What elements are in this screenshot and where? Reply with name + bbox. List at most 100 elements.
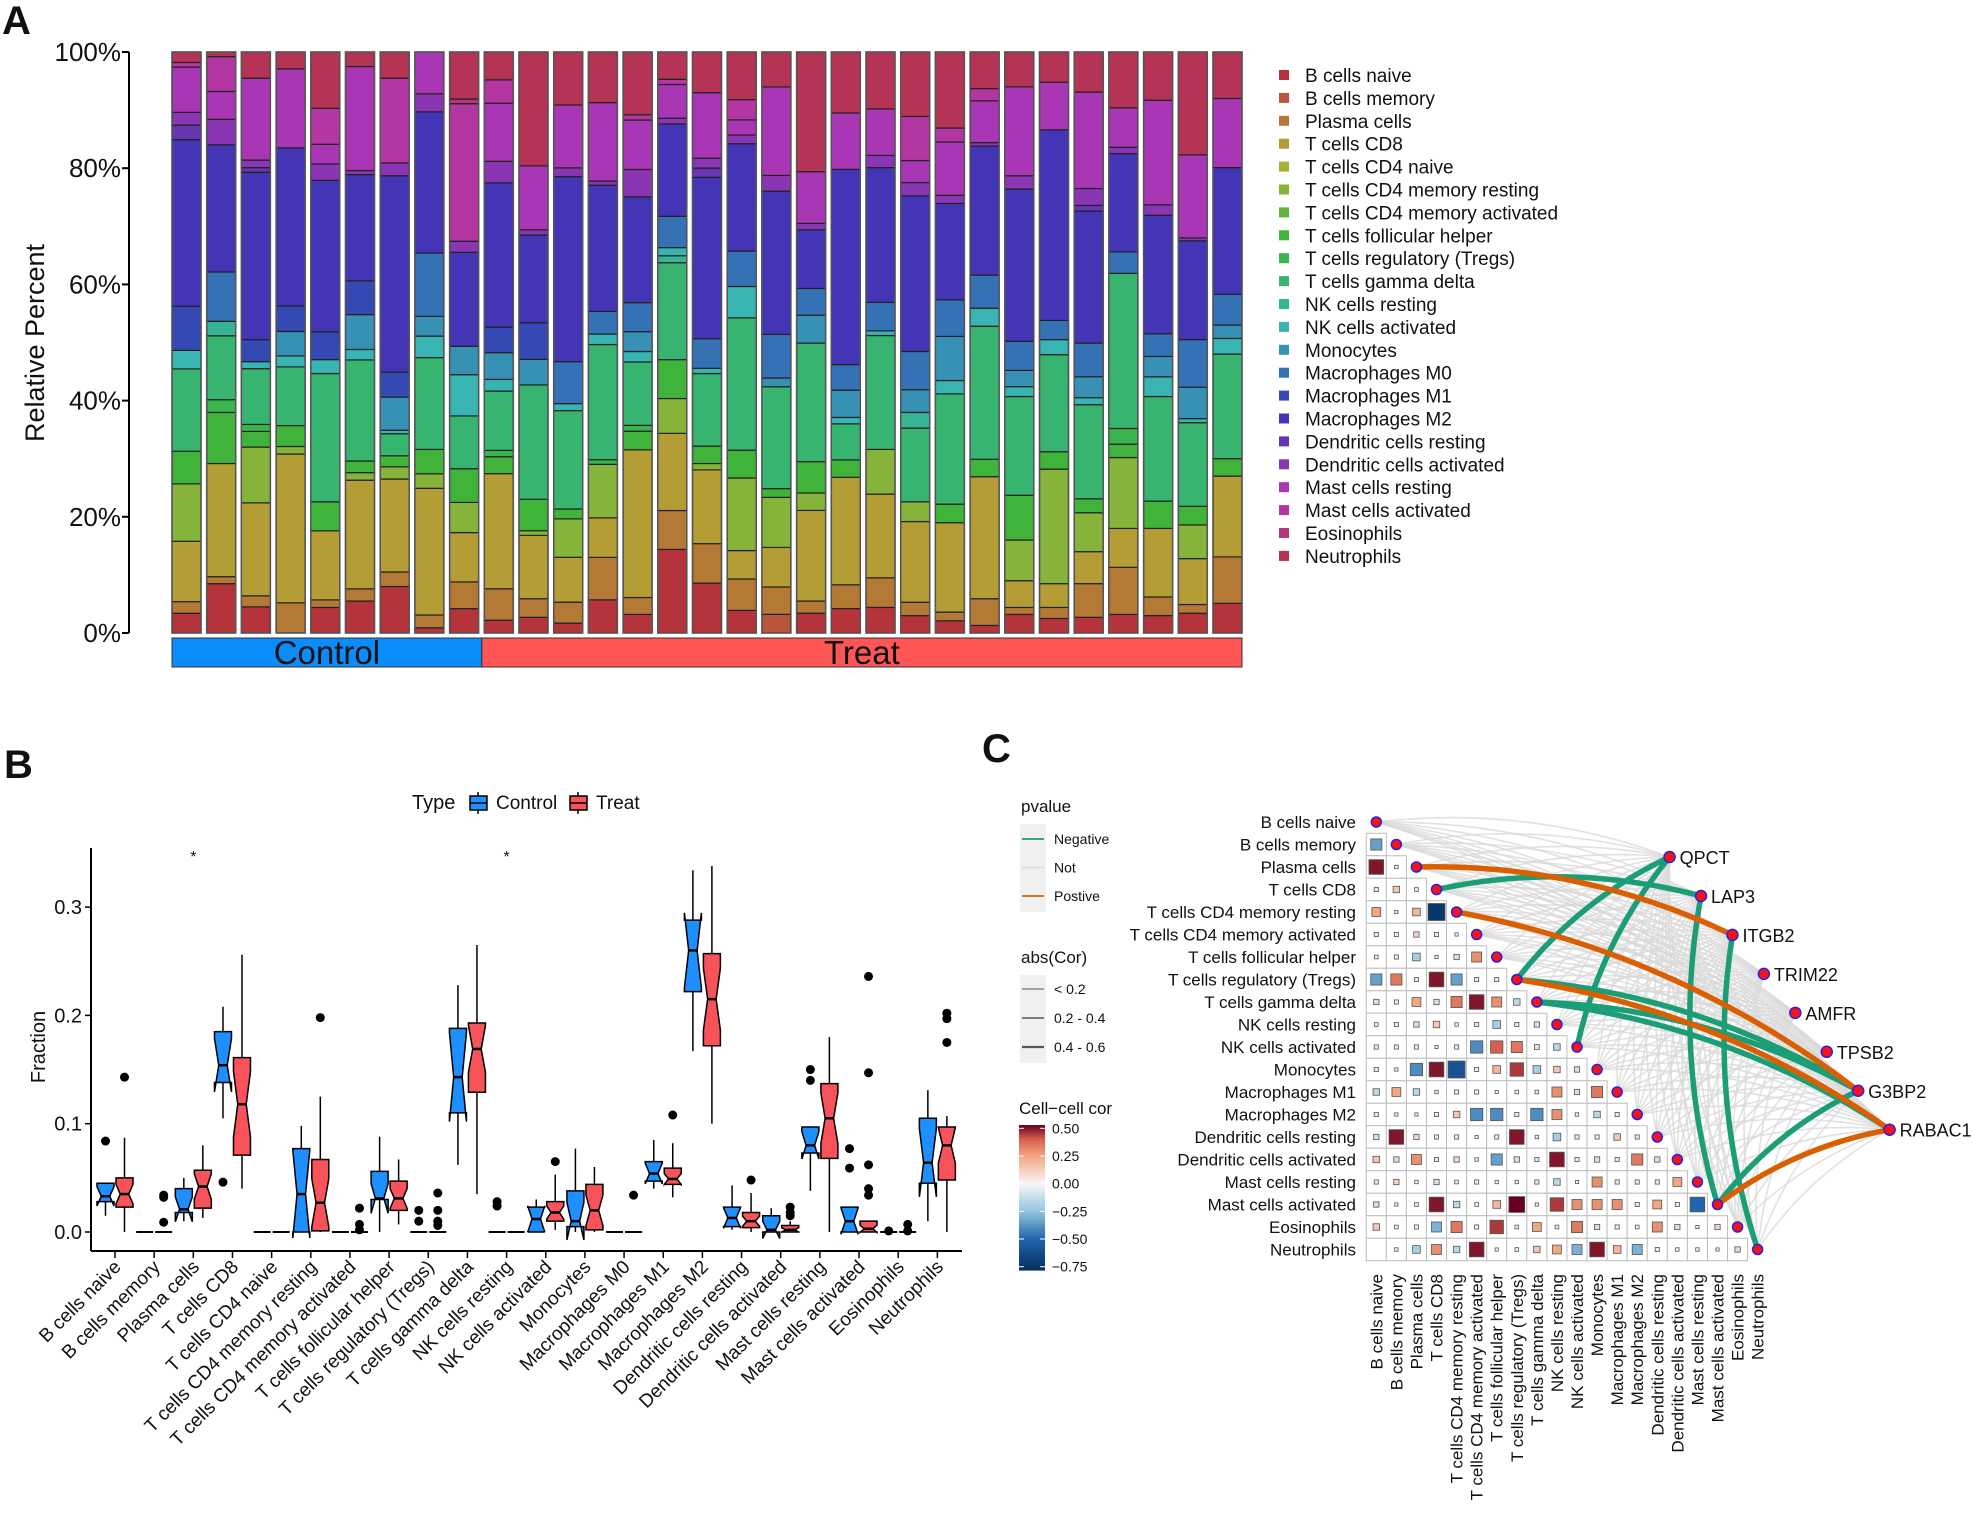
- bar-segment-t-cells-follicular-helper: [275, 424, 306, 448]
- bar-segment-dendritic-cells-activated: [795, 222, 827, 231]
- legend-swatch: [1279, 207, 1289, 218]
- matrix-cor-square: [1534, 1202, 1539, 1207]
- bar-segment-macrophages-m0: [1108, 251, 1139, 274]
- edge-positive: [1514, 976, 1893, 1133]
- bar-sample-11: [518, 51, 549, 634]
- matrix-cor-square: [1393, 1156, 1400, 1163]
- bar-segment-t-cells-gamma-delta: [344, 359, 376, 462]
- row-label: Eosinophils: [1269, 1218, 1356, 1237]
- cell-node: [1430, 883, 1443, 896]
- colorbar-step: [1019, 1137, 1045, 1141]
- bar-segment-t-cells-cd8: [1177, 558, 1208, 606]
- matrix-cor-square: [1491, 996, 1503, 1008]
- bar-sample-25: [1004, 51, 1035, 634]
- matrix-cor-square: [1474, 977, 1480, 982]
- bar-segment-dendritic-cells-activated: [1004, 175, 1035, 190]
- bar-segment-t-cells-follicular-helper: [1073, 498, 1104, 514]
- legend-label: Macrophages M2: [1305, 410, 1452, 431]
- bar-segment-b-cells-naive: [240, 606, 271, 634]
- colorbar-step: [1019, 1175, 1045, 1179]
- bar-segment-plasma-cells: [934, 611, 966, 622]
- colorbar-step: [1019, 1267, 1045, 1271]
- bar-segment-dendritic-cells-activated: [761, 174, 792, 192]
- bar-segment-nk-cells-activated: [1177, 418, 1208, 424]
- bar-segment-neutrophils: [934, 51, 966, 129]
- y-tick-label: 0.1: [54, 1114, 82, 1136]
- cell-node: [1370, 816, 1383, 828]
- bar-segment-t-cells-follicular-helper: [1142, 500, 1174, 530]
- bar-segment-macrophages-m0: [900, 350, 931, 391]
- bar-segment-macrophages-m0: [206, 271, 237, 322]
- colorbar-step: [1019, 1125, 1045, 1129]
- bar-segment-mast-cells-activated: [310, 107, 341, 145]
- bar-segment-plasma-cells: [1142, 596, 1174, 617]
- outlier-point: [668, 1110, 678, 1120]
- matrix-cor-square: [1471, 951, 1483, 963]
- colorbar-step: [1019, 1180, 1045, 1184]
- matrix-cor-square: [1393, 1022, 1399, 1027]
- bar-segment-monocytes: [622, 331, 653, 353]
- matrix-cor-square: [1553, 1065, 1561, 1074]
- bar-segment-macrophages-m2: [240, 171, 271, 341]
- bar-sample-10: [483, 51, 515, 634]
- bar-segment-nk-cells-activated: [1073, 397, 1104, 406]
- edge-not-significant: [1456, 856, 1670, 913]
- bar-outline: [1177, 51, 1209, 634]
- colorbar-step: [1019, 1158, 1045, 1162]
- column-label: T cells CD4 memory resting: [1448, 1274, 1467, 1483]
- bar-segment-t-cells-gamma-delta: [622, 361, 653, 426]
- bar-segment-macrophages-m2: [483, 182, 514, 328]
- box-notched: [115, 1177, 134, 1208]
- bar-outline: [171, 51, 202, 634]
- matrix-cor-square: [1447, 1060, 1466, 1079]
- edge-not-significant: [1376, 816, 1670, 858]
- bar-segment-nk-cells-activated: [1142, 376, 1174, 398]
- bar-segment-t-cells-cd4-memory-resting: [171, 483, 202, 542]
- bar-segment-t-cells-follicular-helper: [761, 488, 792, 498]
- colorbar-step: [1019, 1228, 1045, 1232]
- bar-segment-nk-cells-activated: [1004, 386, 1035, 398]
- bar-sample-26: [1038, 51, 1070, 634]
- bar-sample-7: [379, 51, 410, 634]
- matrix-cor-square: [1470, 1107, 1484, 1122]
- outlier-point: [942, 1037, 952, 1047]
- bar-segment-t-cells-cd8: [310, 530, 341, 601]
- matrix-cor-square: [1549, 1151, 1565, 1168]
- bar-segment-t-cells-gamma-delta: [934, 393, 966, 505]
- legend-c: pvalue Negative Not Postive abs(Cor) < 0.2 0.2…: [1019, 797, 1112, 1275]
- cell-node: [1651, 1131, 1664, 1143]
- box-notched: [663, 1167, 682, 1187]
- matrix-cor-square: [1452, 1110, 1461, 1119]
- bar-segment-t-cells-cd4-memory-resting: [795, 492, 827, 512]
- bar-outline: [1004, 51, 1035, 634]
- bar-segment-plasma-cells: [795, 600, 827, 614]
- bar-segment-neutrophils: [1212, 51, 1243, 100]
- legend-label: Mast cells resting: [1305, 478, 1452, 499]
- bar-segment-t-cells-cd8: [726, 549, 757, 580]
- bar-sample-1: [171, 51, 202, 634]
- gene-node: [1820, 1045, 1833, 1059]
- bar-segment-macrophages-m2: [1108, 153, 1139, 253]
- column-label: T cells follicular helper: [1488, 1274, 1507, 1442]
- bar-segment-t-cells-regulatory-tregs-: [206, 399, 237, 414]
- bar-segment-monocytes: [1212, 324, 1243, 340]
- bar-segment-nk-cells-resting: [900, 411, 931, 429]
- legend-swatch: [1279, 505, 1289, 516]
- matrix-cor-square: [1492, 1200, 1501, 1209]
- edge-not-significant: [1396, 843, 1796, 1014]
- legend-colorbar-title: Cell−cell cor: [1019, 1099, 1112, 1118]
- matrix-cor-square: [1530, 1107, 1544, 1122]
- edge-not-significant: [1637, 1105, 1890, 1131]
- matrix-cor-square: [1453, 953, 1460, 961]
- outlier-point: [845, 1144, 855, 1154]
- matrix-cor-square: [1411, 1154, 1422, 1165]
- legend-label: Plasma cells: [1305, 112, 1412, 133]
- legend-key-background: [1020, 975, 1046, 1063]
- bar-sample-2: [205, 51, 237, 634]
- cell-node: [1551, 1018, 1563, 1031]
- box-notched: [859, 1220, 878, 1235]
- edge-not-significant: [1576, 973, 1764, 1048]
- bar-outline: [1038, 51, 1070, 634]
- y-axis-title: Relative Percent: [20, 243, 50, 442]
- matrix-cor-square: [1675, 1247, 1680, 1252]
